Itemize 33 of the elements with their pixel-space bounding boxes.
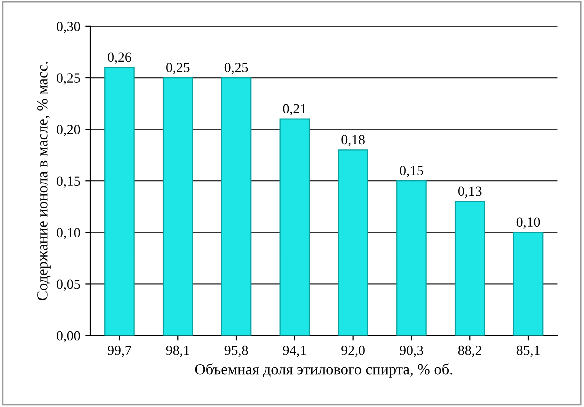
x-tick-label: 94,1 bbox=[283, 346, 306, 358]
bar bbox=[454, 201, 486, 336]
x-axis-title: Объемная доля этилового спирта, % об. bbox=[195, 364, 452, 378]
data-label: 0,10 bbox=[516, 218, 540, 230]
y-tick-label: 0,15 bbox=[57, 176, 80, 188]
y-tick-label: 0,25 bbox=[57, 74, 80, 85]
y-axis-title: Содержание ионола в масле, % масс. bbox=[38, 62, 51, 300]
y-tick-label: 0,10 bbox=[57, 228, 80, 240]
bar bbox=[280, 118, 310, 336]
data-label: 0,13 bbox=[458, 186, 482, 198]
x-tick-label: 88,2 bbox=[458, 346, 482, 358]
data-label: 0,26 bbox=[108, 52, 132, 64]
x-tick-label: 92,0 bbox=[342, 346, 365, 358]
x-tick-label: 98,1 bbox=[166, 346, 190, 358]
data-label: 0,18 bbox=[342, 135, 365, 147]
data-label: 0,21 bbox=[283, 104, 306, 116]
bar bbox=[513, 232, 544, 336]
bar bbox=[221, 77, 252, 336]
y-tick-label: 0,20 bbox=[57, 125, 80, 137]
y-tick-label: 0,00 bbox=[57, 331, 80, 343]
x-tick-label: 85,1 bbox=[516, 346, 540, 358]
data-label: 0,25 bbox=[224, 63, 248, 74]
bar bbox=[338, 150, 368, 336]
x-tick-label: 99,7 bbox=[108, 346, 132, 358]
bar bbox=[162, 77, 194, 336]
x-tick-label: 95,8 bbox=[224, 346, 248, 358]
y-tick-label: 0,05 bbox=[57, 280, 80, 292]
bar bbox=[396, 180, 427, 336]
x-tick-label: 90,3 bbox=[400, 346, 424, 358]
bar bbox=[104, 67, 135, 336]
y-tick-label: 0,30 bbox=[57, 22, 80, 34]
data-label: 0,15 bbox=[400, 166, 424, 178]
data-label: 0,25 bbox=[166, 63, 190, 74]
